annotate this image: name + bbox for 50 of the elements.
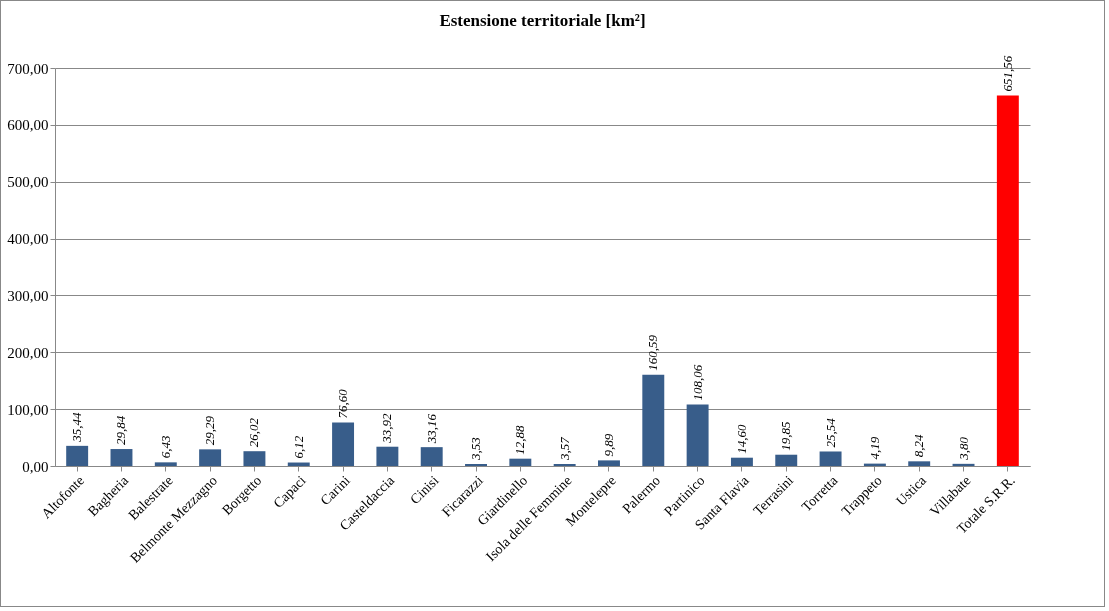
data-label: 108,06 — [689, 364, 705, 401]
bar — [775, 454, 798, 466]
bar — [243, 451, 266, 466]
bar — [730, 457, 753, 466]
data-label: 6,43 — [157, 435, 173, 459]
bar — [819, 451, 842, 466]
bar — [642, 374, 665, 466]
data-label: 3,80 — [955, 436, 971, 461]
data-label: 33,16 — [423, 413, 439, 445]
bar — [154, 462, 177, 466]
y-tick-label: 700,00 — [7, 60, 49, 77]
data-label: 8,24 — [911, 434, 927, 458]
data-label: 25,54 — [822, 417, 838, 448]
y-tick-label: 0,00 — [22, 458, 49, 475]
bar — [420, 447, 443, 466]
data-label: 19,85 — [778, 420, 794, 451]
y-tick-label: 600,00 — [7, 117, 49, 134]
data-label: 6,12 — [290, 435, 306, 459]
bar — [332, 422, 355, 466]
y-tick-label: 200,00 — [7, 344, 49, 361]
y-tick-label: 100,00 — [7, 401, 49, 418]
data-label: 29,29 — [202, 415, 218, 446]
data-label: 3,53 — [468, 436, 484, 461]
y-tick-label: 400,00 — [7, 231, 49, 248]
data-label: 651,56 — [999, 55, 1015, 92]
bar — [509, 458, 532, 466]
y-tick-label: 300,00 — [7, 287, 49, 304]
bar — [465, 463, 487, 466]
bar — [686, 404, 709, 466]
data-label: 29,84 — [113, 415, 129, 446]
bar — [110, 449, 133, 466]
data-label: 33,92 — [379, 412, 395, 444]
bar — [553, 463, 576, 466]
bar — [598, 460, 620, 466]
data-label: 14,60 — [733, 423, 749, 454]
data-label: 12,88 — [512, 424, 528, 455]
data-label: 3,57 — [556, 436, 572, 461]
data-label: 9,89 — [600, 433, 616, 457]
y-tick-label: 500,00 — [7, 174, 49, 191]
data-label: 160,59 — [645, 334, 661, 371]
bar — [66, 445, 89, 466]
data-label: 4,19 — [866, 436, 882, 460]
data-label: 76,60 — [335, 388, 351, 419]
bar — [376, 446, 399, 466]
data-label: 35,44 — [69, 412, 85, 443]
chart-title: Estensione territoriale [km²] — [439, 10, 646, 30]
bar — [199, 449, 222, 466]
bar — [996, 95, 1019, 466]
bar — [908, 461, 931, 466]
data-label: 26,02 — [246, 417, 262, 448]
